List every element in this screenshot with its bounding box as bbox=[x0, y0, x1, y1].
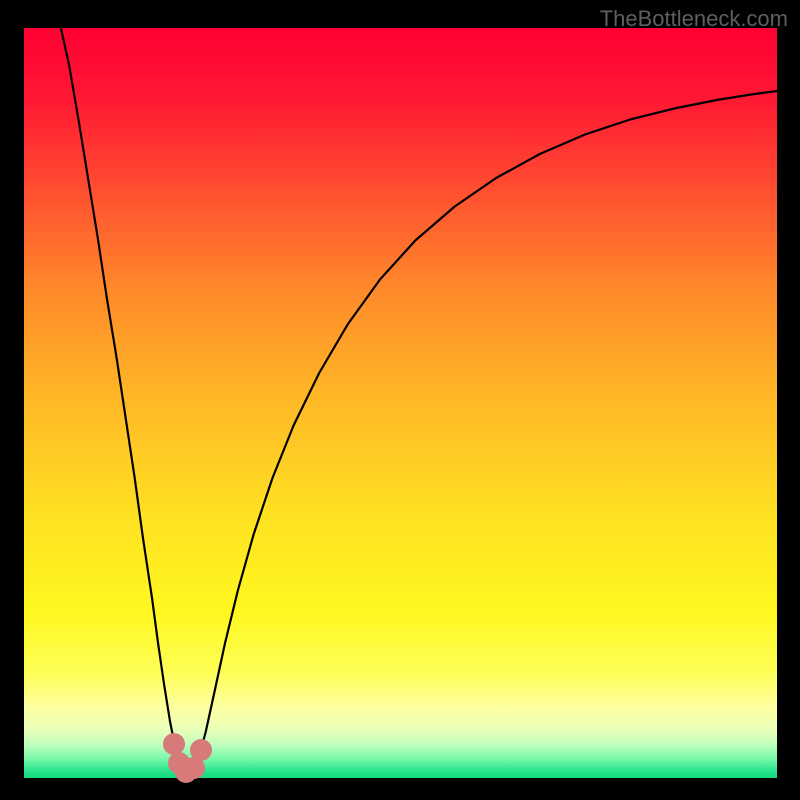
plot-area bbox=[24, 28, 777, 778]
watermark-text: TheBottleneck.com bbox=[600, 6, 788, 32]
marker-dot bbox=[190, 739, 212, 761]
bottleneck-curve bbox=[24, 28, 777, 778]
chart-canvas: TheBottleneck.com bbox=[0, 0, 800, 800]
